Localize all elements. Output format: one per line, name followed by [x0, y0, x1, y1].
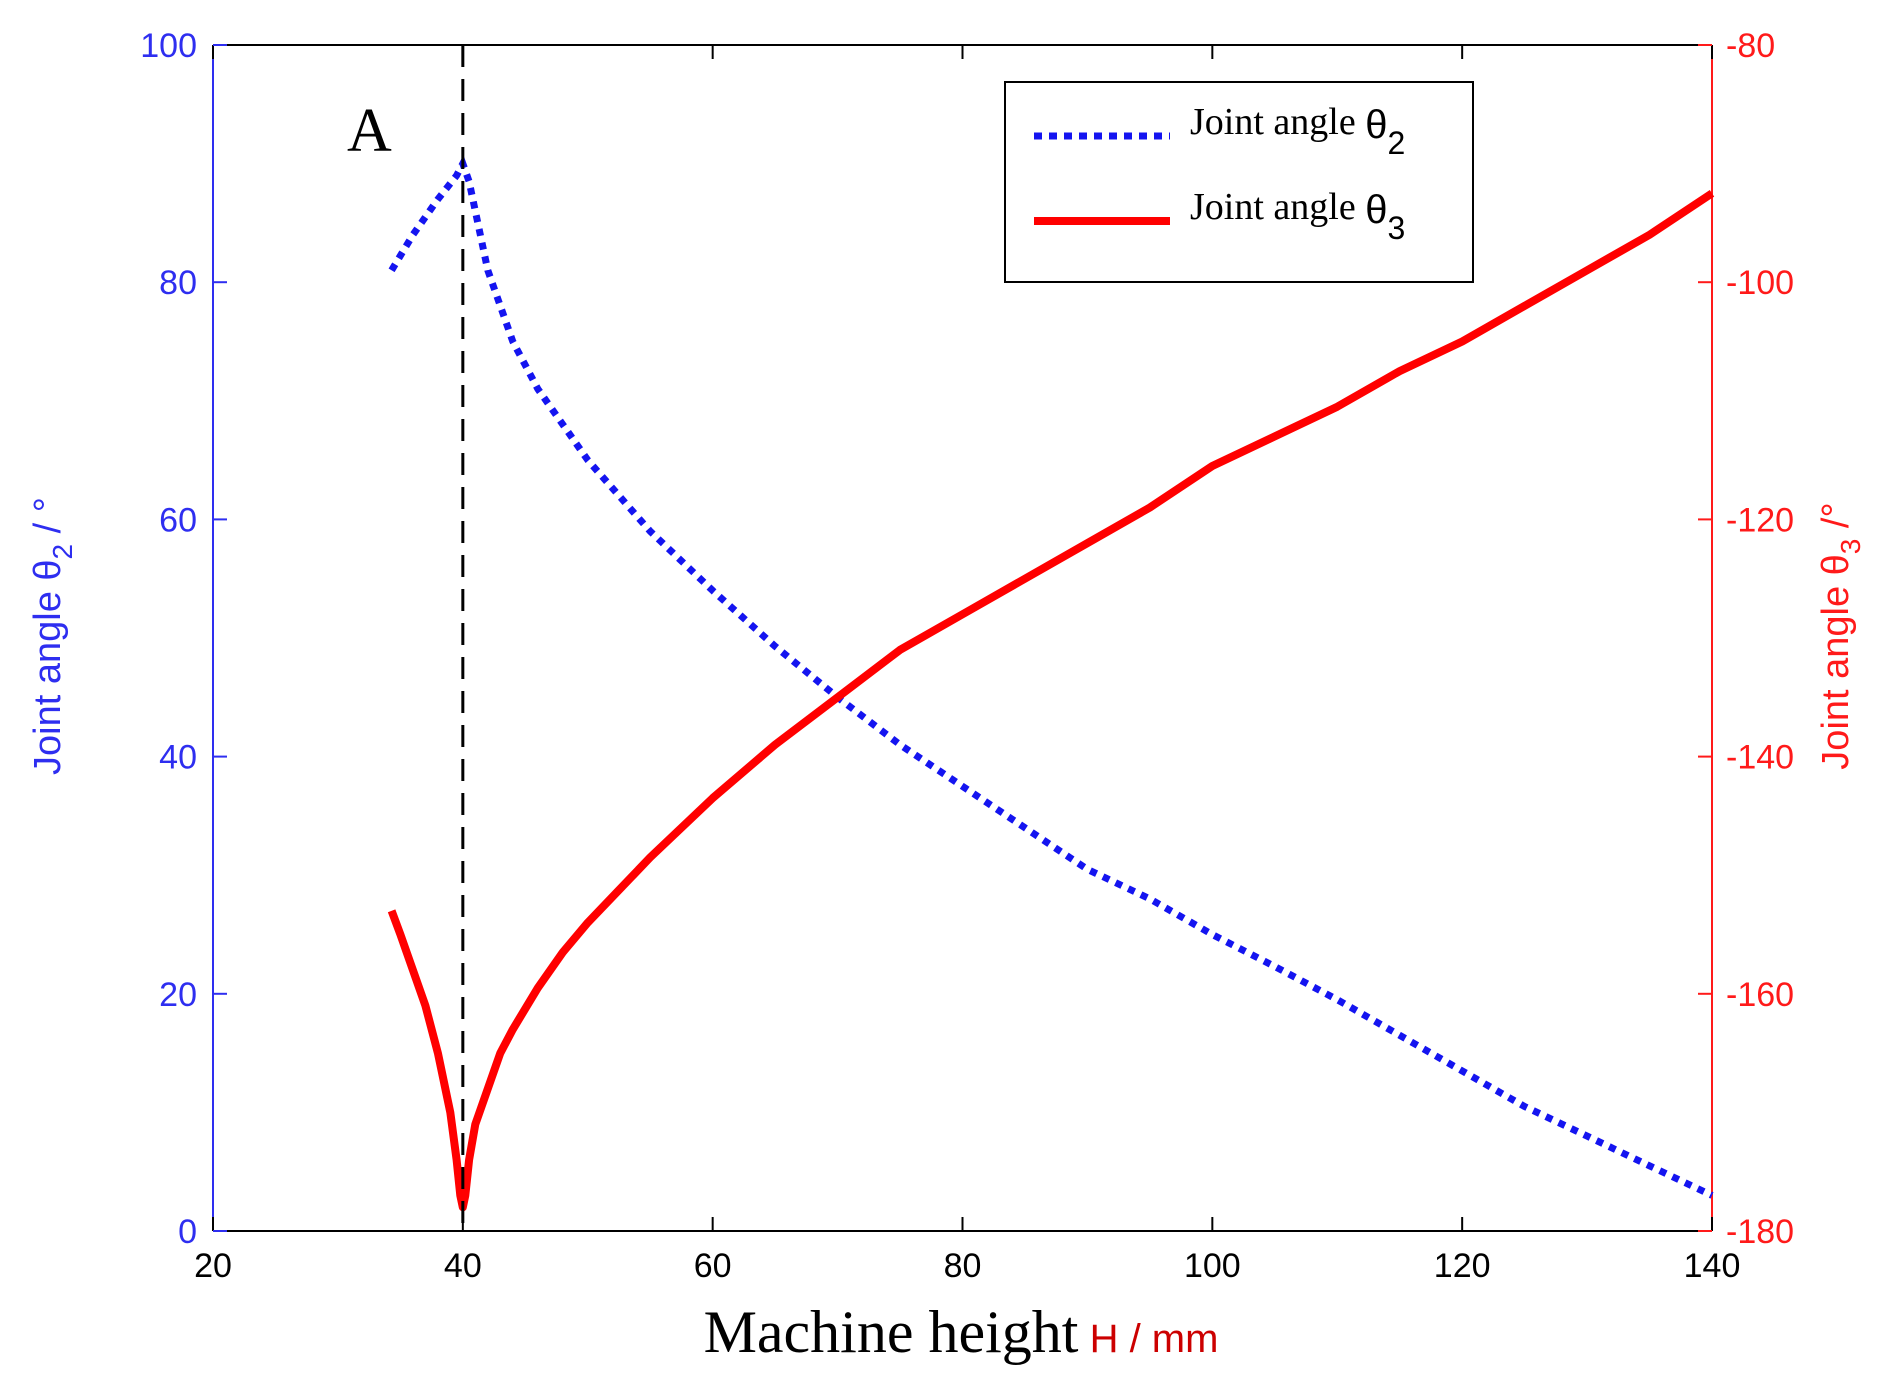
y-right-tick-label: -160: [1726, 976, 1794, 1014]
y-right-tick-label: -100: [1726, 264, 1794, 302]
series-theta3-line: [387, 189, 1715, 1212]
y-right-tick-label: -80: [1726, 27, 1775, 65]
y-right-tick-label: -180: [1726, 1213, 1794, 1251]
y-left-tick-label: 20: [159, 976, 197, 1014]
x-axis-label: Machine height H / mm: [704, 1299, 1219, 1365]
y-left-axis-label: Joint angle θ2 / °: [27, 497, 78, 775]
y-left-tick-label: 40: [159, 739, 197, 777]
annotation-layer: A: [347, 45, 465, 1231]
legend-entry-label: Joint angle θ3: [1190, 186, 1405, 246]
x-tick-label: 120: [1434, 1247, 1491, 1285]
x-tick-label: 140: [1684, 1247, 1741, 1285]
annotation-label-a: A: [347, 97, 392, 165]
y-left-tick-label: 60: [159, 501, 197, 539]
y-right-axis-label: Joint angle θ3 /°: [1815, 502, 1866, 769]
axis-labels: Machine height H / mm Joint angle θ2 / ° J…: [27, 497, 1866, 1365]
legend-box: [1004, 81, 1474, 283]
x-tick-label: 20: [194, 1247, 232, 1285]
y-left-tick-label: 80: [159, 264, 197, 302]
x-tick-label: 80: [944, 1247, 982, 1285]
series-layer: [387, 154, 1715, 1212]
ticks-layer: 20 40 60 80 100 120 140020406080100-180-160-14…: [140, 27, 1794, 1285]
y-left-tick-label: 0: [178, 1213, 197, 1251]
y-right-tick-label: -140: [1726, 739, 1794, 777]
series-theta2-line: [388, 154, 1714, 1199]
x-tick-label: 60: [694, 1247, 732, 1285]
y-left-tick-label: 100: [140, 27, 197, 65]
x-tick-label: 40: [444, 1247, 482, 1285]
legend: Joint angle θ2 Joint angle θ3: [1004, 81, 1474, 283]
y-right-tick-label: -120: [1726, 501, 1794, 539]
legend-entry-label: Joint angle θ2: [1190, 101, 1405, 161]
x-tick-label: 100: [1184, 1247, 1241, 1285]
